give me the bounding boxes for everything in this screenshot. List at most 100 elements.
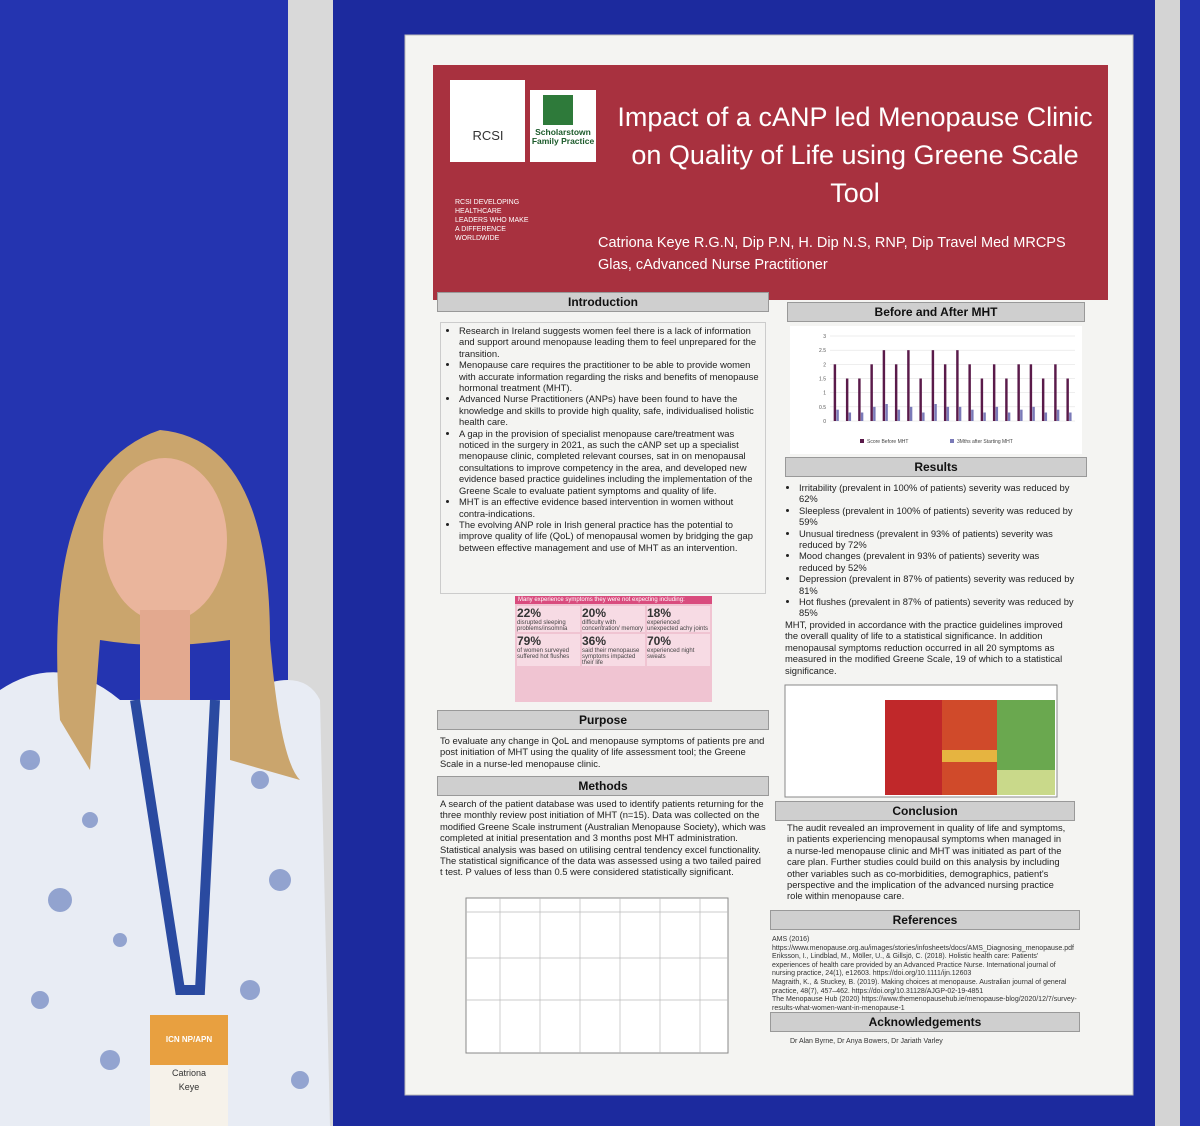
bar: [860, 412, 864, 421]
bar: [983, 412, 986, 421]
y-tick-label: 1.5: [819, 377, 826, 383]
bar: [995, 406, 999, 421]
bullet: Hot flushes (prevalent in 87% of patient…: [799, 596, 1075, 619]
bar: [909, 406, 913, 421]
bullet: The evolving ANP role in Irish general p…: [459, 519, 761, 553]
results-box: Irritability (prevalent in 100% of patie…: [785, 482, 1075, 676]
bar: [971, 409, 974, 421]
y-tick-label: 2.5: [819, 348, 826, 354]
bar: [1007, 412, 1011, 421]
bar: [833, 364, 837, 421]
bullet: Irritability (prevalent in 100% of patie…: [799, 482, 1075, 505]
section-heading: Methods: [437, 776, 769, 796]
y-tick-label: 2: [823, 362, 826, 368]
legend-swatch: [950, 439, 954, 443]
infographic: Many experience symptoms they were not e…: [515, 596, 712, 702]
stat-value: 18%: [647, 606, 672, 620]
stat: 79% of women surveyed suffered hot flushe…: [517, 634, 580, 666]
reference: AMS (2016) https://www.menopause.org.au/…: [772, 936, 1074, 952]
methods-table: [465, 897, 729, 1054]
stat-value: 22%: [517, 606, 542, 620]
section-heading: Before and After MHT: [787, 302, 1085, 322]
results-text: MHT, provided in accordance with the pra…: [785, 618, 1063, 676]
face: [103, 458, 227, 622]
intro-box: Research in Ireland suggests women feel …: [440, 322, 766, 594]
frame-pole: [1155, 0, 1180, 1126]
bar: [873, 406, 876, 421]
dress-pattern: [20, 750, 309, 1089]
poster-title: Impact of a cANP led Menopause Clinic on…: [617, 102, 1093, 208]
stat-value: 36%: [582, 634, 607, 648]
lanyard: [130, 699, 220, 995]
badge-event: ICN NP/APN: [165, 1035, 213, 1044]
stat-label: disrupted sleeping problems/insomnia: [517, 620, 568, 632]
bar: [980, 378, 984, 421]
badge-name: Catriona: [171, 1068, 207, 1078]
references: AMS (2016) https://www.menopause.org.au/…: [772, 936, 1077, 1013]
stat: 18% experienced unexpected achy joints: [647, 606, 710, 632]
stat-label: difficulty with concentration/ memory: [582, 620, 644, 632]
bullet: Research in Ireland suggests women feel …: [459, 325, 761, 359]
heat-map: [784, 684, 1058, 798]
bar: [1044, 412, 1048, 421]
badge-name: Keye: [178, 1082, 200, 1092]
reference: The Menopause Hub (2020) https://www.the…: [772, 996, 1077, 1012]
bar: [934, 404, 937, 421]
tagline: RCSI DEVELOPING HEALTHCARE LEADERS WHO M…: [455, 199, 529, 242]
bar: [992, 364, 996, 421]
section-heading: References: [770, 910, 1080, 930]
logo-text: RCSI: [472, 128, 504, 143]
section-heading: Introduction: [437, 292, 769, 312]
authors: Catriona Keye R.G.N, Dip P.N, H. Dip N.S…: [598, 235, 1066, 273]
bar: [836, 409, 839, 421]
section-heading: Purpose: [437, 710, 769, 730]
bar: [946, 406, 950, 421]
bar: [1066, 378, 1069, 421]
bullet: Unusual tiredness (prevalent in 93% of p…: [799, 528, 1075, 551]
bullet: Advanced Nurse Practitioners (ANPs) have…: [459, 393, 761, 427]
stat-value: 20%: [582, 606, 607, 620]
stat: 70% experienced night sweats: [647, 634, 710, 666]
bar: [919, 378, 922, 421]
bar: [931, 350, 935, 421]
methods-text: A search of the patient database was use…: [440, 798, 766, 878]
bar: [907, 350, 910, 421]
section-heading: Results: [785, 457, 1087, 477]
section-heading: Conclusion: [775, 801, 1075, 821]
bullet: MHT is an effective evidence based inter…: [459, 496, 761, 519]
stat: 20% difficulty with concentration/ memory: [582, 606, 645, 632]
stat-label: said their menopause symptoms impacted t…: [582, 648, 640, 666]
bar: [894, 364, 898, 421]
stat-value: 70%: [647, 634, 672, 648]
stat: 22% disrupted sleeping problems/insomnia: [517, 606, 580, 632]
neck: [140, 610, 190, 700]
bar: [943, 364, 947, 421]
purpose-text: To evaluate any change in QoL and menopa…: [440, 735, 765, 769]
bar: [1032, 406, 1035, 421]
right-board: [1180, 0, 1200, 1126]
bar: [1017, 364, 1020, 421]
logo-box: [450, 80, 525, 162]
bar: [1029, 364, 1033, 421]
bar: [1041, 378, 1045, 421]
y-tick-label: 1: [823, 391, 826, 397]
bar: [968, 364, 971, 421]
bar: [870, 364, 873, 421]
section-heading: Acknowledgements: [770, 1012, 1080, 1032]
legend-label: 3Mths after Starting MHT: [957, 439, 1013, 445]
conclusion-text: The audit revealed an improvement in qua…: [787, 822, 1066, 902]
bullet: Menopause care requires the practitioner…: [459, 359, 761, 393]
bar: [958, 406, 962, 421]
bullet: Mood changes (prevalent in 93% of patien…: [799, 550, 1075, 573]
bar: [1005, 378, 1008, 421]
y-tick-label: 0.5: [819, 405, 826, 411]
acknowledgements: Dr Alan Byrne, Dr Anya Bowers, Dr Jariat…: [790, 1038, 943, 1045]
bar: [858, 378, 861, 421]
bar: [882, 350, 886, 421]
infographic-title: Many experience symptoms they were not e…: [515, 596, 712, 604]
stat-label: experienced unexpected achy joints: [647, 620, 709, 632]
stat: 36% said their menopause symptoms impacte…: [582, 634, 645, 666]
bar: [845, 378, 849, 421]
bar: [1020, 409, 1023, 421]
